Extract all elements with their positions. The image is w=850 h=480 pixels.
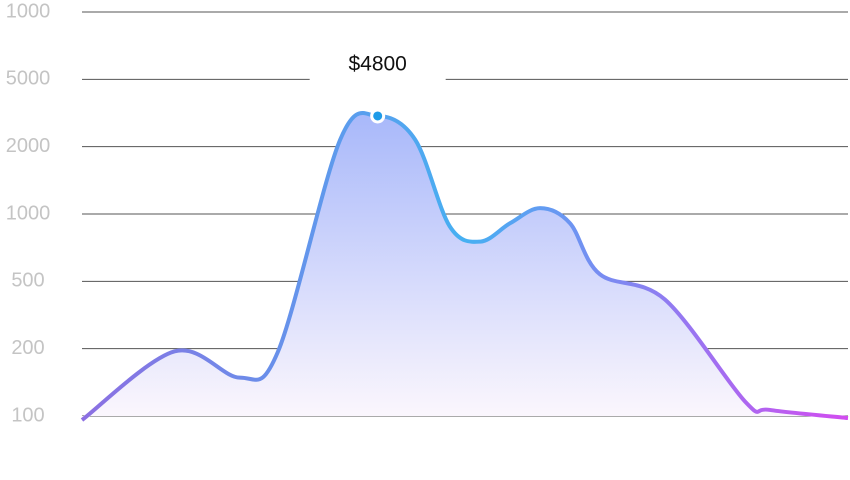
y-tick-label: 1000 — [6, 0, 51, 22]
y-tick-label: 5000 — [6, 68, 51, 90]
peak-marker — [370, 108, 386, 124]
y-tick-label: 500 — [11, 270, 44, 292]
area-fill — [82, 112, 848, 421]
y-tick-label: 100 — [11, 404, 44, 426]
y-tick-label: 2000 — [6, 135, 51, 157]
line — [80, 110, 849, 422]
y-tick-label: 1000 — [6, 202, 51, 224]
annotation-backdrop — [309, 50, 446, 100]
annotation: $4800 — [348, 53, 406, 76]
y-tick-label: 200 — [11, 337, 44, 359]
